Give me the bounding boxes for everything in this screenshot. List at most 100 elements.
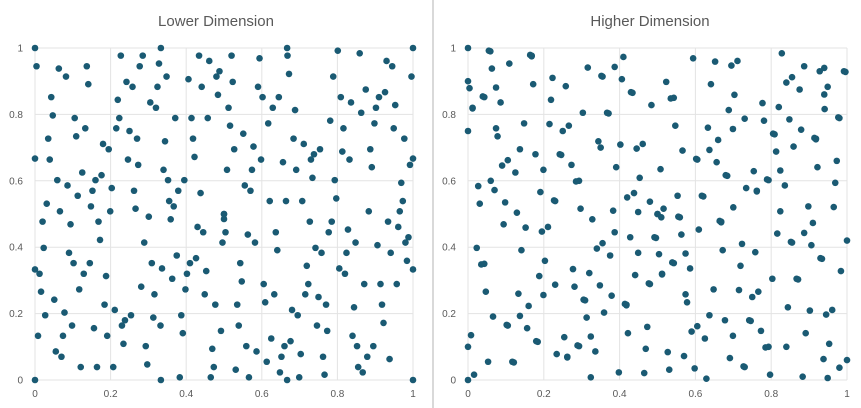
data-point: [89, 187, 96, 195]
data-point: [482, 288, 490, 295]
data-point: [399, 197, 407, 205]
data-point: [464, 127, 472, 135]
data-point: [596, 282, 604, 289]
data-point: [71, 114, 78, 122]
data-point: [831, 179, 839, 187]
data-point: [797, 126, 805, 133]
data-point: [34, 332, 42, 340]
data-point: [587, 374, 595, 381]
data-point: [700, 193, 707, 200]
data-point: [232, 366, 240, 374]
data-point: [154, 83, 161, 91]
data-point: [760, 117, 768, 125]
data-point: [250, 143, 257, 150]
data-point: [62, 73, 70, 80]
data-point: [730, 204, 737, 211]
data-point: [150, 314, 157, 321]
data-point: [36, 270, 43, 278]
data-point: [186, 259, 194, 267]
data-point: [219, 239, 226, 246]
x-tick-label: 0.2: [537, 389, 551, 400]
data-point: [87, 203, 95, 210]
data-point: [260, 280, 267, 288]
data-point: [284, 52, 291, 59]
data-point: [693, 322, 701, 330]
data-point: [796, 86, 803, 93]
data-point: [256, 54, 263, 62]
chart-lower-dimension: Lower Dimension 0 0.2 0.4 0.6 0.8 1 0 0.2 0.4 0.6…: [9, 13, 417, 401]
data-point: [394, 223, 402, 231]
data-point: [64, 182, 71, 189]
data-point: [183, 270, 191, 278]
data-point: [208, 345, 216, 353]
data-point: [633, 145, 640, 152]
data-point: [757, 327, 765, 335]
data-point: [266, 197, 274, 205]
data-point: [397, 179, 405, 187]
y-tick-label: 0.2: [9, 309, 23, 320]
data-point: [31, 376, 39, 384]
data-point: [403, 257, 411, 265]
axis-ticks: 0 0.2 0.4 0.6 0.8 1 0 0.2 0.4 0.6 0.8 1: [9, 44, 416, 401]
data-point: [643, 323, 651, 331]
data-point: [464, 343, 472, 351]
data-point: [765, 343, 772, 351]
data-point: [207, 374, 215, 381]
data-point: [491, 186, 498, 194]
data-point: [197, 189, 204, 197]
data-point: [512, 169, 519, 176]
data-point: [836, 364, 843, 372]
y-tick-label: 0.4: [442, 243, 456, 254]
data-point: [726, 354, 734, 362]
data-point: [487, 177, 495, 185]
data-point: [734, 57, 741, 65]
data-point: [711, 58, 719, 65]
data-point: [824, 83, 831, 91]
data-point: [264, 120, 272, 127]
data-point: [216, 67, 223, 75]
data-point: [821, 105, 828, 113]
data-point: [386, 355, 393, 363]
data-point: [202, 267, 210, 275]
data-point: [688, 328, 695, 335]
data-point: [828, 306, 836, 314]
data-point: [360, 280, 368, 288]
data-point: [157, 44, 165, 52]
data-point: [344, 226, 352, 233]
data-point: [375, 93, 383, 101]
data-point: [114, 96, 122, 104]
data-point: [152, 104, 160, 112]
data-point: [98, 171, 105, 179]
data-point: [132, 205, 139, 212]
data-point: [794, 276, 802, 283]
data-point: [692, 155, 700, 163]
data-point: [802, 329, 809, 337]
data-point: [142, 342, 150, 350]
data-point: [129, 83, 136, 91]
data-point: [523, 324, 531, 332]
data-point: [291, 106, 299, 114]
data-point: [668, 259, 676, 266]
data-point: [54, 176, 61, 184]
data-point: [233, 301, 241, 308]
data-point: [283, 44, 291, 52]
data-point: [275, 93, 283, 101]
data-point: [137, 283, 145, 291]
data-point: [608, 292, 615, 299]
data-point: [522, 224, 529, 231]
data-point: [282, 197, 290, 205]
data-point: [33, 62, 40, 70]
data-point: [72, 133, 80, 140]
data-point: [281, 342, 288, 350]
data-point: [176, 374, 184, 381]
data-point: [341, 270, 349, 278]
data-point: [134, 161, 142, 169]
data-point: [339, 148, 346, 155]
data-point: [267, 335, 275, 342]
data-point: [124, 156, 132, 163]
data-point: [146, 99, 154, 106]
data-point: [617, 141, 624, 148]
data-point: [283, 376, 291, 384]
data-point: [391, 101, 399, 109]
data-point: [363, 353, 371, 361]
